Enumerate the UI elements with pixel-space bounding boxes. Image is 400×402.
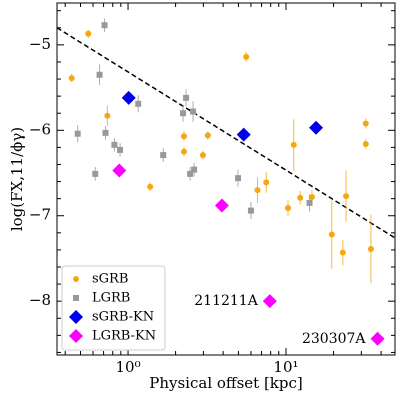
point <box>309 120 324 135</box>
point <box>190 108 197 115</box>
point <box>147 183 154 190</box>
annotation: 211211A <box>194 293 258 309</box>
legend-label: LGRB-KN <box>92 329 156 344</box>
point <box>235 175 242 182</box>
point <box>96 71 103 78</box>
point <box>160 152 167 159</box>
point <box>328 231 335 238</box>
point <box>121 90 136 105</box>
point <box>112 163 127 178</box>
point <box>243 53 250 60</box>
legend-marker <box>69 329 83 343</box>
legend-label: sGRB <box>92 272 128 287</box>
point <box>370 331 385 346</box>
point <box>306 199 313 206</box>
legend-marker <box>73 295 79 301</box>
x-tick-label: 10¹ <box>273 358 298 376</box>
point <box>183 94 190 101</box>
point <box>101 22 108 29</box>
legend-label: sGRB-KN <box>92 310 154 325</box>
point <box>297 194 304 201</box>
point <box>285 205 292 212</box>
y-tick-label: −5 <box>29 35 51 53</box>
point <box>204 132 211 139</box>
legend-marker <box>69 310 83 324</box>
legend-box <box>61 265 166 351</box>
point <box>254 187 261 194</box>
point <box>102 129 109 136</box>
y-tick-label: −6 <box>29 120 51 138</box>
y-tick-label: −8 <box>29 291 51 309</box>
point <box>135 100 142 107</box>
point <box>247 207 254 214</box>
legend-marker <box>73 276 79 282</box>
point <box>362 120 369 127</box>
point <box>191 166 198 173</box>
point <box>180 110 187 117</box>
point <box>236 127 251 142</box>
point <box>92 170 99 177</box>
plot-frame <box>56 2 396 356</box>
point <box>263 179 270 186</box>
y-tick-label: −7 <box>29 206 51 224</box>
annotation: 230307A <box>302 331 366 347</box>
point <box>362 140 369 147</box>
point <box>367 246 374 253</box>
point <box>111 141 118 148</box>
point <box>290 141 297 148</box>
point <box>180 133 187 140</box>
x-tick-label: 10⁰ <box>115 358 140 376</box>
point <box>308 193 315 200</box>
point <box>199 152 206 159</box>
point <box>117 146 124 153</box>
x-axis-label: Physical offset [kpc] <box>149 374 303 392</box>
point <box>68 75 75 82</box>
point <box>85 30 92 37</box>
legend-label: LGRB <box>92 291 130 306</box>
plot-area <box>57 18 395 346</box>
point <box>74 130 81 137</box>
point <box>187 170 194 177</box>
point <box>343 193 350 200</box>
point <box>104 112 111 119</box>
point <box>214 198 229 213</box>
point <box>180 148 187 155</box>
trend-line <box>57 27 395 239</box>
point <box>339 249 346 256</box>
point <box>262 294 277 309</box>
y-axis-label: log(FX,11/ϕγ) <box>8 127 26 231</box>
